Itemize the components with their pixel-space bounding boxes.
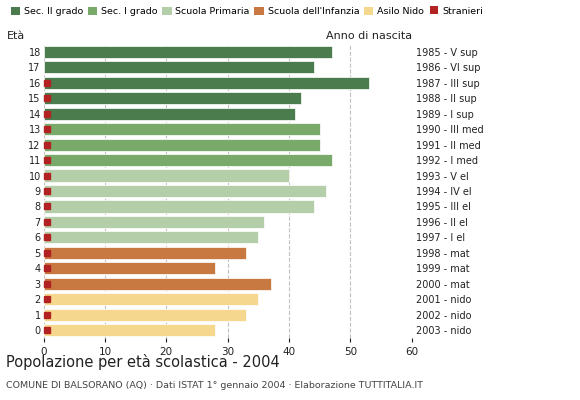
Bar	[44, 200, 314, 212]
Bar	[44, 185, 326, 197]
Bar	[44, 92, 301, 104]
Bar	[44, 108, 295, 120]
Legend: Sec. II grado, Sec. I grado, Scuola Primaria, Scuola dell'Infanzia, Asilo Nido, : Sec. II grado, Sec. I grado, Scuola Prim…	[10, 7, 483, 16]
Bar	[44, 170, 289, 182]
Bar	[44, 278, 271, 290]
Text: COMUNE DI BALSORANO (AQ) · Dati ISTAT 1° gennaio 2004 · Elaborazione TUTTITALIA.: COMUNE DI BALSORANO (AQ) · Dati ISTAT 1°…	[6, 381, 423, 390]
Bar	[44, 247, 246, 259]
Text: Età: Età	[7, 31, 25, 41]
Bar	[44, 262, 215, 274]
Bar	[44, 46, 332, 58]
Bar	[44, 324, 215, 336]
Bar	[44, 77, 369, 89]
Bar	[44, 138, 320, 151]
Bar	[44, 309, 246, 321]
Bar	[44, 123, 320, 135]
Bar	[44, 216, 264, 228]
Bar	[44, 61, 314, 73]
Text: Popolazione per età scolastica - 2004: Popolazione per età scolastica - 2004	[6, 354, 280, 370]
Bar	[44, 231, 258, 244]
Bar	[44, 293, 258, 305]
Text: Anno di nascita: Anno di nascita	[326, 31, 412, 41]
Bar	[44, 154, 332, 166]
